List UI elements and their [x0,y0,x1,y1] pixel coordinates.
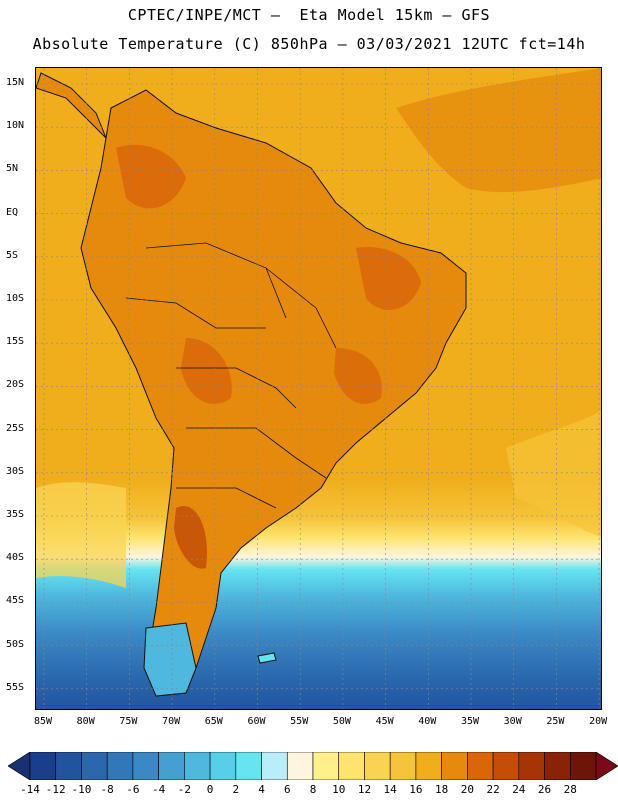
colorbar-label: -14 [20,783,40,796]
lon-label: 50W [332,716,351,727]
colorbar-label: 4 [258,783,265,796]
colorbar-label: -6 [126,783,140,796]
colorbar-label: 16 [409,783,423,796]
colorbar-swatch [132,752,159,780]
lon-label: 40W [418,716,437,727]
colorbar-swatch [209,752,237,780]
lon-label: 75W [119,716,138,727]
mild-zone-pacific [36,482,126,588]
colorbar-right-arrow [595,752,618,780]
lat-label: 50S [6,638,25,650]
gridlines [36,68,601,709]
colorbar-label: 2 [232,783,240,796]
patagonia-cold-zone [143,622,197,697]
colorbar-swatch [286,752,314,780]
lon-label: 30W [503,716,522,727]
lat-label: 55S [6,681,25,693]
lon-label: 45W [375,716,394,727]
colorbar-label: 26 [537,783,552,796]
lon-label: 80W [76,716,95,727]
colorbar-swatch [184,752,211,780]
temperature-map [35,67,602,710]
lon-label: 25W [546,716,565,727]
colorbar [8,752,618,780]
colorbar-swatch [261,752,288,780]
lat-label: 15S [6,336,25,348]
colorbar-swatch [569,752,597,780]
lat-label: 20S [6,379,25,391]
colorbar-swatch [55,752,82,780]
colorbar-swatch [29,752,57,780]
lon-label: 70W [162,716,181,727]
colorbar-swatch [364,752,391,780]
hot-zone-northeast-brazil [356,247,421,310]
chart-title: CPTEC/INPE/MCT – Eta Model 15km – GFS [127,6,491,24]
lat-label: EQ [6,206,19,218]
colorbar-label: 18 [435,783,449,796]
hot-zone-colombia [116,144,186,209]
falkland-islands [257,652,277,664]
colorbar-swatch [389,752,417,780]
colorbar-swatch [492,752,520,780]
lat-label: 15N [6,77,25,88]
colorbar-label: -10 [71,783,92,796]
colorbar-left-arrow [8,752,31,780]
colorbar-label: 28 [563,783,577,796]
colorbar-label: 8 [309,783,317,796]
lat-label: 40S [6,552,25,564]
colorbar-swatch [106,752,134,780]
colorbar-swatch [518,752,545,780]
colorbar-label: 22 [486,783,500,796]
colorbar-label: 0 [206,783,214,796]
colorbar-swatch [544,752,571,780]
lat-label: 25S [6,422,25,434]
colorbar-swatch [235,752,262,780]
colorbar-swatch [312,752,340,780]
lat-label: 45S [6,595,25,607]
colorbar-swatch [338,752,365,780]
colorbar-label: 6 [283,783,291,796]
hot-zone-argentina [174,506,207,569]
colorbar-label: 14 [383,783,397,796]
south-america-landmass [80,89,467,697]
central-america [36,72,107,139]
colorbar-swatch [81,752,108,780]
colorbar-swatch [158,752,185,780]
lon-label: 55W [290,716,309,727]
colorbar-label: 10 [332,783,346,796]
chart-subtitle: Absolute Temperature (C) 850hPa – 03/03/… [32,35,586,53]
lat-label: 30S [6,465,25,477]
lat-label: 35S [6,509,25,520]
hot-zone-bolivia [181,338,232,404]
colorbar-label: 20 [460,783,474,796]
lon-label: 60W [247,716,266,727]
colorbar-swatch [441,752,468,780]
lat-label: 10S [6,293,25,304]
colorbar-label: 12 [357,783,372,796]
colorbar-label: -2 [177,783,191,796]
colorbar-label: -8 [100,783,114,796]
colorbar-swatch [415,752,442,780]
colorbar-label: -4 [152,783,166,796]
mild-zone-south-atlantic [506,410,601,538]
lon-label: 35W [460,716,480,727]
lat-label: 5N [6,163,19,175]
lat-label: 10N [6,120,25,132]
lon-label: 85W [33,716,53,727]
lon-label: 65W [204,716,223,727]
hot-zone-minas-gerais [334,348,382,404]
colorbar-label: -12 [45,783,66,796]
map-canvas [36,68,601,709]
colorbar-swatch [467,752,494,780]
country-borders [125,242,337,509]
lon-label: 20W [589,716,608,727]
lat-label: 5S [6,249,19,261]
warm-zone-atlantic [396,68,601,193]
colorbar-label: 24 [512,783,526,796]
